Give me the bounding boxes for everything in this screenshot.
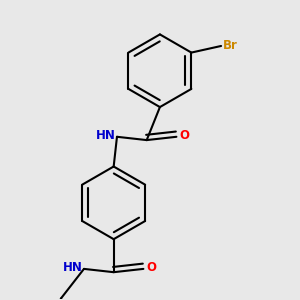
Text: HN: HN — [62, 261, 82, 274]
Text: O: O — [146, 261, 156, 274]
Text: HN: HN — [95, 129, 115, 142]
Text: O: O — [179, 129, 189, 142]
Text: Br: Br — [223, 40, 238, 52]
